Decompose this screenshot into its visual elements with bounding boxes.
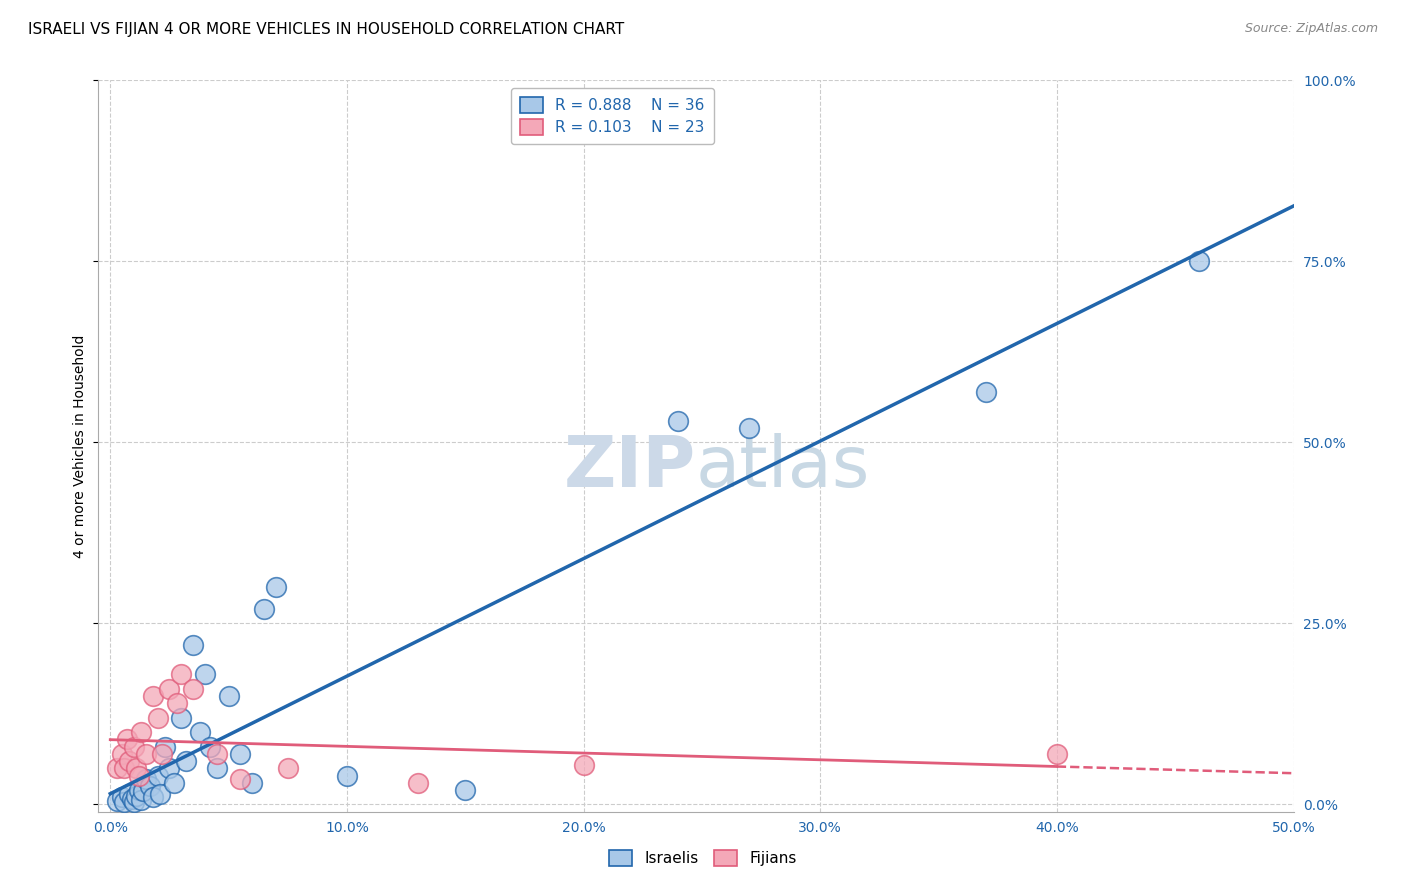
- Point: [114, 761, 136, 775]
- Point: [666, 414, 689, 428]
- Text: ZIP: ZIP: [564, 434, 696, 502]
- Point: [174, 754, 197, 768]
- Point: [181, 638, 204, 652]
- Point: [135, 772, 157, 786]
- Point: [153, 739, 176, 754]
- Point: [205, 747, 228, 761]
- Point: [157, 761, 180, 775]
- Point: [139, 780, 162, 794]
- Y-axis label: 4 or more Vehicles in Household: 4 or more Vehicles in Household: [73, 334, 87, 558]
- Point: [229, 747, 252, 761]
- Point: [114, 795, 136, 809]
- Point: [188, 725, 211, 739]
- Point: [205, 761, 228, 775]
- Point: [253, 602, 276, 616]
- Point: [111, 747, 134, 761]
- Point: [336, 768, 359, 782]
- Point: [122, 739, 145, 754]
- Text: ISRAELI VS FIJIAN 4 OR MORE VEHICLES IN HOUSEHOLD CORRELATION CHART: ISRAELI VS FIJIAN 4 OR MORE VEHICLES IN …: [28, 22, 624, 37]
- Point: [128, 783, 150, 797]
- Point: [105, 794, 128, 808]
- Point: [132, 784, 155, 798]
- Point: [277, 761, 299, 775]
- Point: [129, 725, 152, 739]
- Point: [115, 732, 138, 747]
- Point: [974, 384, 997, 399]
- Point: [122, 795, 145, 809]
- Point: [229, 772, 252, 786]
- Point: [128, 768, 150, 782]
- Point: [146, 768, 169, 782]
- Point: [142, 790, 165, 805]
- Point: [150, 747, 173, 761]
- Point: [125, 789, 148, 803]
- Point: [181, 681, 204, 696]
- Text: Source: ZipAtlas.com: Source: ZipAtlas.com: [1244, 22, 1378, 36]
- Point: [454, 783, 477, 797]
- Point: [166, 696, 188, 710]
- Point: [738, 421, 761, 435]
- Legend: Israelis, Fijians: Israelis, Fijians: [600, 841, 806, 875]
- Point: [194, 667, 217, 681]
- Point: [572, 757, 595, 772]
- Point: [1188, 254, 1211, 268]
- Point: [111, 790, 134, 805]
- Point: [135, 747, 157, 761]
- Point: [240, 776, 263, 790]
- Point: [264, 580, 287, 594]
- Point: [170, 667, 193, 681]
- Point: [121, 791, 143, 805]
- Point: [198, 739, 221, 754]
- Point: [142, 689, 165, 703]
- Point: [218, 689, 240, 703]
- Point: [125, 761, 148, 775]
- Point: [157, 681, 180, 696]
- Point: [170, 710, 193, 724]
- Point: [406, 776, 429, 790]
- Text: atlas: atlas: [696, 434, 870, 502]
- Point: [118, 787, 141, 801]
- Point: [1046, 747, 1069, 761]
- Legend: R = 0.888    N = 36, R = 0.103    N = 23: R = 0.888 N = 36, R = 0.103 N = 23: [510, 88, 714, 145]
- Point: [129, 793, 152, 807]
- Point: [118, 754, 141, 768]
- Point: [149, 787, 172, 801]
- Point: [105, 761, 128, 775]
- Point: [146, 710, 169, 724]
- Point: [163, 776, 186, 790]
